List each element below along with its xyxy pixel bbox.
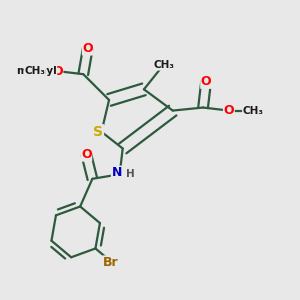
Text: methyl: methyl [22, 68, 28, 70]
Text: O: O [82, 42, 93, 55]
Text: O: O [81, 148, 92, 161]
Text: CH₃: CH₃ [243, 106, 264, 116]
Text: O: O [52, 64, 63, 78]
Text: methyl: methyl [16, 66, 57, 76]
Text: H: H [126, 169, 135, 179]
Text: O: O [224, 104, 234, 117]
Text: CH₃: CH₃ [24, 66, 45, 76]
Text: N: N [112, 166, 122, 179]
Text: S: S [93, 125, 103, 139]
Text: Br: Br [103, 256, 118, 269]
Text: O: O [201, 75, 212, 88]
Text: CH₃: CH₃ [153, 60, 174, 70]
Text: methyl: methyl [249, 110, 254, 111]
